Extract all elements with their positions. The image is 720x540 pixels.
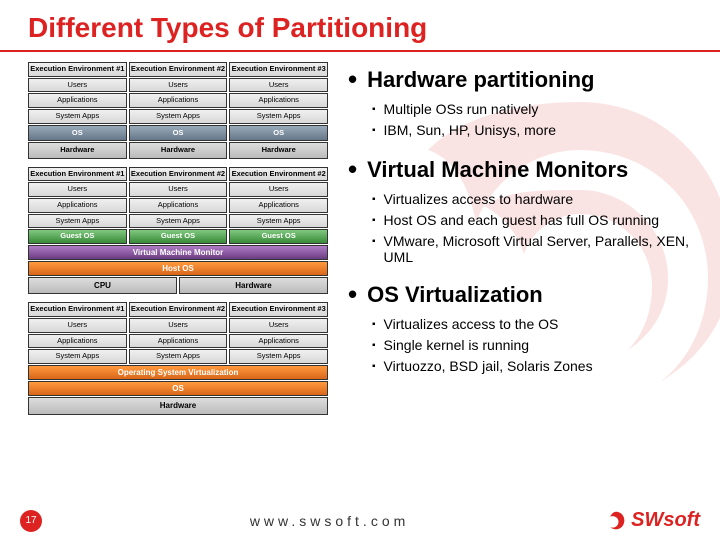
bullet-item: Virtualizes access to hardware xyxy=(372,191,710,209)
env-header: Execution Environment #1 xyxy=(28,167,127,182)
diagrams-column: Execution Environment #1 Users Applicati… xyxy=(28,62,328,423)
stack-cell: Users xyxy=(229,182,328,197)
section-heading-osvirt: OS Virtualization xyxy=(348,279,710,310)
hw-cell: Hardware xyxy=(28,142,127,159)
stack-cell: Applications xyxy=(129,334,228,349)
env-header: Execution Environment #2 xyxy=(129,167,228,182)
stack-cell: System Apps xyxy=(129,214,228,229)
stack-cell: System Apps xyxy=(28,349,127,364)
stack-cell: System Apps xyxy=(28,109,127,124)
stack-cell: Applications xyxy=(28,334,127,349)
hw-layer: Hardware xyxy=(28,397,328,414)
env-header: Execution Environment #3 xyxy=(229,62,328,77)
env-header: Execution Environment #1 xyxy=(28,302,127,317)
guestos-cell: Guest OS xyxy=(129,229,228,244)
stack-cell: Users xyxy=(229,318,328,333)
stack-cell: Applications xyxy=(129,93,228,108)
stack-cell: Applications xyxy=(28,93,127,108)
bullet-item: IBM, Sun, HP, Unisys, more xyxy=(372,122,710,140)
bullet-item: VMware, Microsoft Virtual Server, Parall… xyxy=(372,233,710,265)
stack-cell: System Apps xyxy=(129,349,228,364)
hw-layer: Hardware xyxy=(179,277,328,294)
content-area: Execution Environment #1 Users Applicati… xyxy=(0,62,720,423)
stack-cell: Applications xyxy=(129,198,228,213)
env-header: Execution Environment #3 xyxy=(229,302,328,317)
stack-cell: Users xyxy=(129,78,228,93)
stack-cell: Users xyxy=(129,182,228,197)
stack-cell: Users xyxy=(28,318,127,333)
diagram-os-virtualization: Execution Environment #1 Users Applicati… xyxy=(28,302,328,414)
stack-cell: System Apps xyxy=(28,214,127,229)
osvirt-layer: Operating System Virtualization xyxy=(28,365,328,380)
footer-url: www.swsoft.com xyxy=(54,513,605,529)
brand-logo-text: SWsoft xyxy=(605,509,700,532)
os-cell: OS xyxy=(129,125,228,142)
page-title: Different Types of Partitioning xyxy=(0,0,720,52)
stack-cell: Applications xyxy=(229,93,328,108)
hw-cell: Hardware xyxy=(229,142,328,159)
hw-cell: Hardware xyxy=(129,142,228,159)
swsoft-icon xyxy=(605,510,627,532)
stack-cell: System Apps xyxy=(229,214,328,229)
cpu-cell: CPU xyxy=(28,277,177,294)
bullets-column: Hardware partitioning Multiple OSs run n… xyxy=(328,62,710,423)
env-header: Execution Environment #2 xyxy=(129,302,228,317)
section-heading-hw: Hardware partitioning xyxy=(348,64,710,95)
stack-cell: Users xyxy=(229,78,328,93)
stack-cell: Users xyxy=(129,318,228,333)
section-heading-vmm: Virtual Machine Monitors xyxy=(348,154,710,185)
os-cell: OS xyxy=(229,125,328,142)
stack-cell: System Apps xyxy=(229,349,328,364)
stack-cell: Applications xyxy=(229,198,328,213)
page-number: 17 xyxy=(20,510,42,532)
env-header: Execution Environment #2 xyxy=(229,167,328,182)
bullet-item: Single kernel is running xyxy=(372,337,710,355)
stack-cell: Users xyxy=(28,182,127,197)
os-cell: OS xyxy=(28,125,127,142)
footer: 17 www.swsoft.com SWsoft xyxy=(0,509,720,532)
bullet-item: Virtualizes access to the OS xyxy=(372,316,710,334)
stack-cell: Applications xyxy=(229,334,328,349)
guestos-cell: Guest OS xyxy=(229,229,328,244)
os-layer: OS xyxy=(28,381,328,396)
vmm-layer: Virtual Machine Monitor xyxy=(28,245,328,260)
bullet-item: Virtuozzo, BSD jail, Solaris Zones xyxy=(372,358,710,376)
hostos-layer: Host OS xyxy=(28,261,328,276)
stack-cell: System Apps xyxy=(229,109,328,124)
stack-cell: Users xyxy=(28,78,127,93)
env-header: Execution Environment #2 xyxy=(129,62,228,77)
guestos-cell: Guest OS xyxy=(28,229,127,244)
env-header: Execution Environment #1 xyxy=(28,62,127,77)
stack-cell: System Apps xyxy=(129,109,228,124)
diagram-hardware-partitioning: Execution Environment #1 Users Applicati… xyxy=(28,62,328,159)
diagram-vmm: Execution Environment #1 Users Applicati… xyxy=(28,167,328,295)
bullet-item: Multiple OSs run natively xyxy=(372,101,710,119)
bullet-item: Host OS and each guest has full OS runni… xyxy=(372,212,710,230)
stack-cell: Applications xyxy=(28,198,127,213)
